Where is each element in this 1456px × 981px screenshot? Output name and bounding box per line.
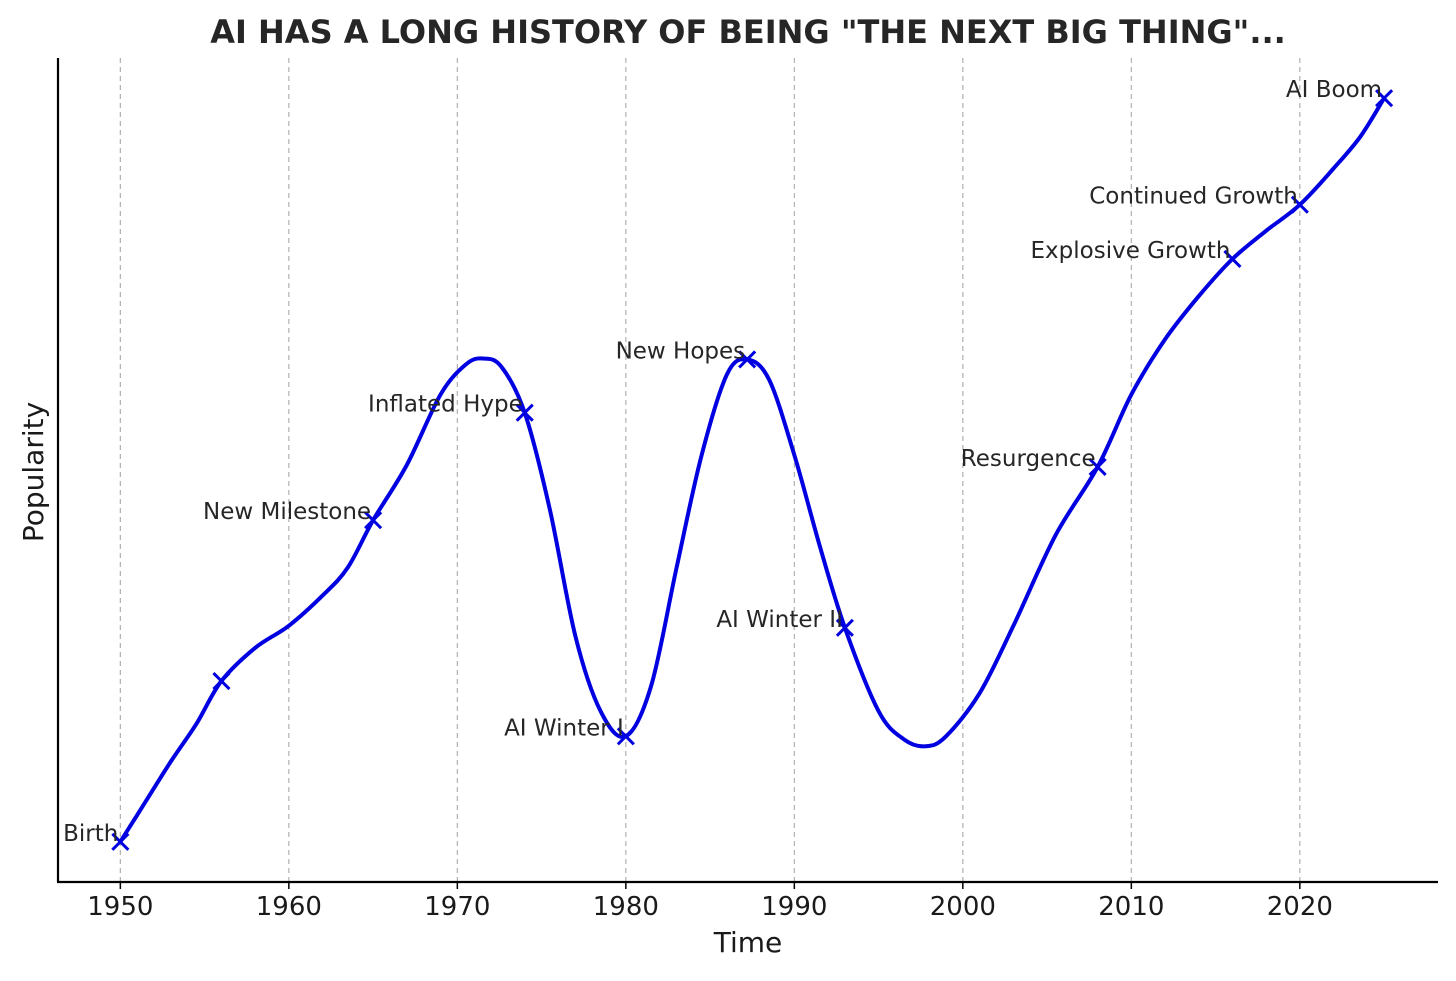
data-point-marker: [616, 727, 635, 746]
annotation-label: AI Winter II: [716, 607, 843, 633]
annotation-label: Inflated Hype: [368, 392, 523, 418]
axes: [56, 58, 1438, 884]
data-point-marker: [111, 832, 130, 851]
series: [111, 89, 1394, 851]
annotation-label: AI Winter I: [504, 715, 624, 741]
series-line: [118, 96, 1387, 844]
x-axis-label: Time: [713, 926, 783, 959]
x-tick-label: 1990: [761, 892, 827, 922]
data-point-marker: [515, 403, 534, 422]
annotations: Birth New Milestone Inflated Hype AI Winter…: [63, 77, 1382, 847]
x-tick-label: 1960: [256, 892, 322, 922]
x-ticks: 1950 1960 1970 1980 1990 2000 2010 2020: [87, 882, 1333, 922]
data-point-marker: [835, 618, 854, 637]
annotation-label: Explosive Growth: [1031, 238, 1231, 264]
x-tick-label: 1970: [424, 892, 490, 922]
data-point-marker: [364, 511, 383, 530]
annotation-label: AI Boom: [1286, 77, 1382, 103]
annotation-label: Birth: [63, 821, 118, 847]
data-point-marker: [1223, 249, 1242, 269]
x-tick-label: 1950: [87, 892, 153, 922]
data-point-marker: [1088, 457, 1107, 477]
grid-lines: [119, 58, 1301, 882]
chart-title: AI HAS A LONG HISTORY OF BEING "THE NEXT…: [210, 13, 1286, 51]
annotation-label: Resurgence: [961, 446, 1096, 472]
y-axis-label: Popularity: [17, 402, 50, 542]
annotation-label: Continued Growth: [1089, 184, 1298, 210]
data-point-marker: [1375, 89, 1394, 108]
data-point-marker: [212, 671, 231, 691]
x-tick-label: 2020: [1267, 892, 1333, 922]
data-point-marker: [1290, 195, 1309, 214]
annotation-label: New Hopes: [616, 338, 746, 364]
x-tick-label: 1980: [593, 892, 659, 922]
x-tick-label: 2000: [930, 892, 996, 922]
data-point-marker: [738, 350, 757, 369]
annotation-label: New Milestone: [203, 499, 371, 525]
x-tick-label: 2010: [1098, 892, 1164, 922]
